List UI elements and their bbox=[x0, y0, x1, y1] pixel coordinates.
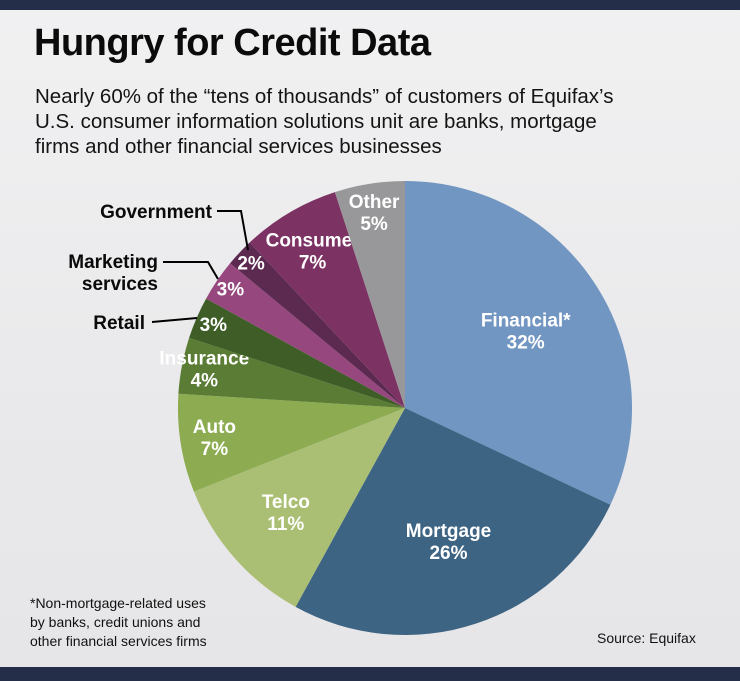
pie-outside-label: Marketing services bbox=[68, 252, 158, 295]
pie-slice-label: Other 5% bbox=[349, 192, 400, 235]
pie-slice-insurance bbox=[178, 337, 405, 408]
top-accent-bar bbox=[0, 0, 740, 10]
pie-slice-auto bbox=[177, 393, 405, 492]
pie-slice-label: 3% bbox=[217, 279, 245, 300]
pie-slice-mortgage bbox=[295, 408, 611, 636]
pie-slice-other bbox=[334, 181, 405, 408]
pie-slice-government bbox=[230, 242, 405, 408]
bottom-accent-bar bbox=[0, 667, 740, 681]
pie-slice-label: Telco 11% bbox=[262, 492, 310, 535]
pie-outside-label: Government bbox=[100, 202, 213, 223]
pie-slice-label: 2% bbox=[237, 254, 265, 275]
pie-slice-label: Financial* 32% bbox=[481, 310, 571, 353]
pie-slice-retail bbox=[189, 298, 405, 408]
pie-slice-financial- bbox=[405, 181, 633, 505]
pie-slice-telco bbox=[193, 408, 405, 607]
page-title: Hungry for Credit Data bbox=[34, 22, 431, 64]
pie-slice-consumer bbox=[249, 192, 405, 408]
pie-slice-marketing-services bbox=[206, 263, 405, 408]
pie-slice-label: Insurance 4% bbox=[159, 349, 249, 392]
pie-slice-label: Consumer 7% bbox=[266, 231, 361, 274]
pie-slice-label: 3% bbox=[200, 315, 228, 336]
chart-footnote: *Non-mortgage-related uses by banks, cre… bbox=[30, 595, 207, 649]
pie-slice-label: Mortgage 26% bbox=[406, 521, 492, 564]
pie-outside-label: Retail bbox=[93, 313, 145, 334]
source-credit: Source: Equifax bbox=[597, 630, 696, 646]
leader-line bbox=[217, 210, 249, 251]
pie-slice-label: Auto 7% bbox=[193, 417, 236, 460]
leader-line bbox=[163, 261, 219, 280]
chart-subtitle: Nearly 60% of the “tens of thousands” of… bbox=[35, 85, 614, 158]
leader-line bbox=[151, 317, 198, 323]
